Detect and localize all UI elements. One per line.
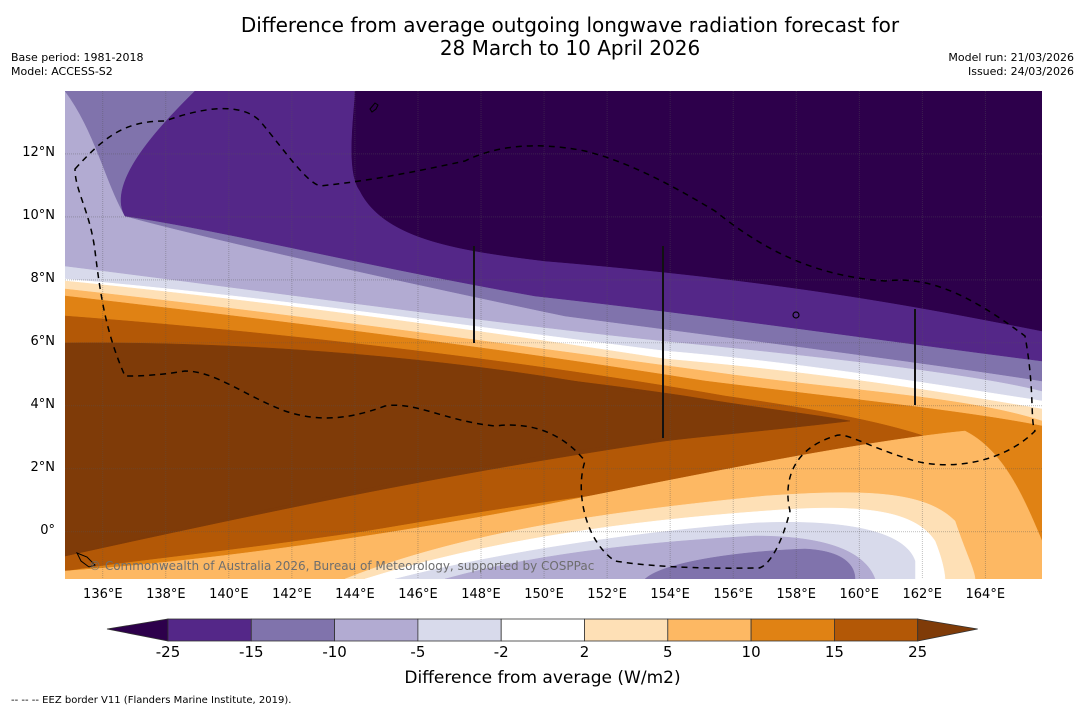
longitude-tick-label: 136°E <box>83 587 123 602</box>
colorbar-bin <box>584 618 669 642</box>
model-run: Model run: 21/03/2026 <box>948 51 1074 64</box>
colorbar-bin <box>750 618 835 642</box>
colorbar-tick-label: -2 <box>493 643 509 661</box>
colorbar-bin <box>250 618 336 642</box>
longitude-tick-label: 156°E <box>713 587 753 602</box>
island-outline <box>369 102 379 113</box>
latitude-tick-label: 12°N <box>22 144 55 160</box>
colorbar-tick-label: 5 <box>663 643 673 661</box>
contour-band <box>65 342 672 557</box>
meta-right: Model run: 21/03/2026 Issued: 24/03/2026 <box>948 51 1074 79</box>
meta-left: Base period: 1981-2018 Model: ACCESS-S2 <box>11 51 143 79</box>
latitude-tick-label: 6°N <box>30 333 56 349</box>
longitude-tick-label: 144°E <box>335 587 375 602</box>
colorbar-bin <box>417 618 502 642</box>
island-outline <box>792 311 800 319</box>
latitude-tick-label: 10°N <box>22 207 55 223</box>
longitude-tick-label: 150°E <box>524 587 564 602</box>
title-line-1: Difference from average outgoing longwav… <box>240 13 900 37</box>
colorbar-bin <box>167 618 252 642</box>
island-outline <box>75 552 96 568</box>
colorbar-under-arrow <box>106 618 169 642</box>
longitude-tick-label: 162°E <box>902 587 942 602</box>
longitude-tick-label: 154°E <box>650 587 690 602</box>
latitude-tick-label: 0° <box>40 522 55 538</box>
longitude-tick-label: 146°E <box>398 587 438 602</box>
colorbar-tick-label: 10 <box>741 643 761 661</box>
longitude-tick-label: 152°E <box>587 587 627 602</box>
eez-border <box>74 107 1036 569</box>
longitude-tick-label: 138°E <box>146 587 186 602</box>
title-line-2: 28 March to 10 April 2026 <box>439 36 701 60</box>
colorbar-bin <box>500 618 585 642</box>
colorbar-tick-label: -15 <box>239 643 264 661</box>
colorbar-tick-label: -5 <box>410 643 426 661</box>
map-title: Difference from average outgoing longwav… <box>0 14 1085 60</box>
longitude-tick-label: 148°E <box>461 587 501 602</box>
colorbar-bin <box>667 618 752 642</box>
base-period: Base period: 1981-2018 <box>11 51 144 64</box>
colorbar <box>106 618 978 642</box>
colorbar-tick-label: 15 <box>824 643 844 661</box>
longitude-tick-label: 158°E <box>776 587 816 602</box>
issued-date: Issued: 24/03/2026 <box>967 65 1074 78</box>
latitude-tick-label: 8°N <box>30 270 56 286</box>
model-name: Model: ACCESS-S2 <box>11 65 113 78</box>
eez-legend-note: -- -- -- EEZ border V11 (Flanders Marine… <box>11 695 292 706</box>
colorbar-tick-label: 25 <box>908 643 928 661</box>
olr-anomaly-map: © Commonwealth of Australia 2026, Bureau… <box>65 91 1042 579</box>
colorbar-tick-label: -10 <box>322 643 347 661</box>
latitude-tick-label: 2°N <box>30 459 56 475</box>
colorbar-bin <box>834 618 919 642</box>
colorbar-tick-label: 2 <box>579 643 590 661</box>
longitude-tick-label: 142°E <box>272 587 312 602</box>
colorbar-bin <box>334 618 419 642</box>
copyright-text: © Commonwealth of Australia 2026, Bureau… <box>89 559 594 573</box>
colorbar-tick-label: -25 <box>155 643 181 661</box>
longitude-tick-label: 160°E <box>839 587 879 602</box>
longitude-tick-label: 164°E <box>965 587 1006 602</box>
latitude-tick-label: 4°N <box>30 396 56 412</box>
colorbar-over-arrow <box>917 618 978 642</box>
contour-band <box>351 91 1042 332</box>
longitude-tick-label: 140°E <box>209 587 249 602</box>
colorbar-title: Difference from average (W/m2) <box>404 668 681 688</box>
